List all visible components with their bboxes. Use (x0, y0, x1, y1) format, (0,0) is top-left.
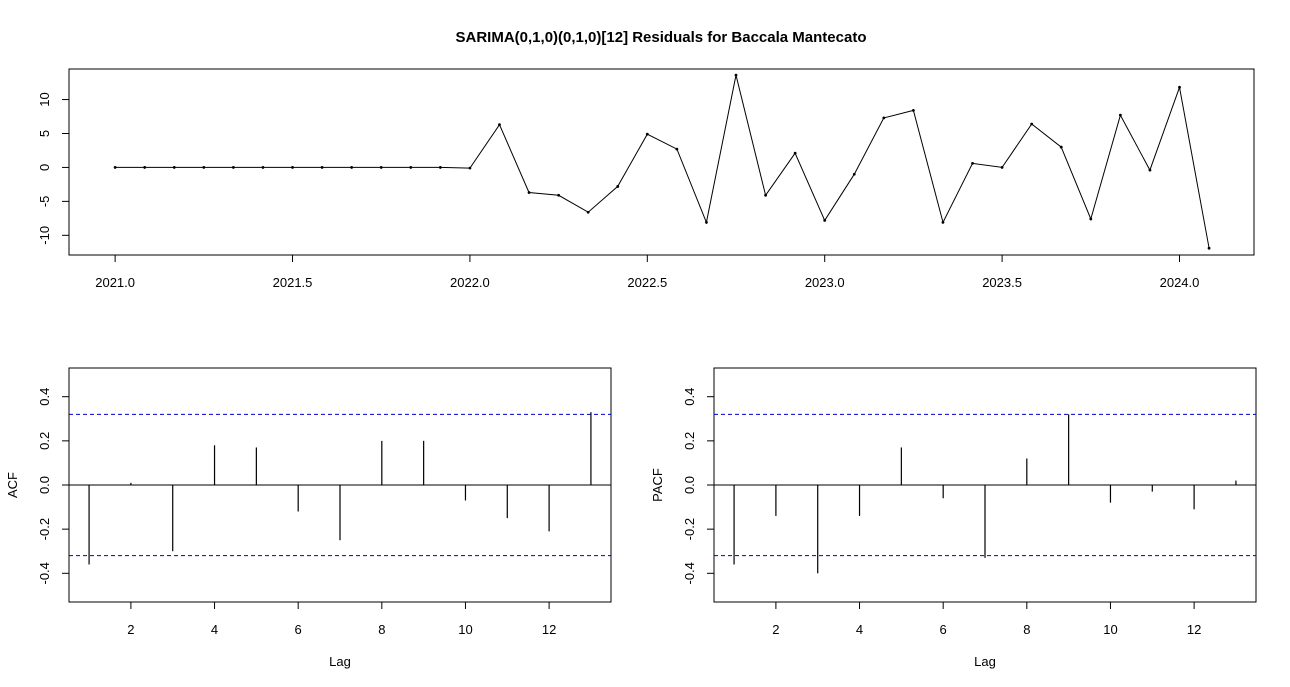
residuals-data-point (350, 166, 354, 169)
residuals-plot-frame (68, 68, 1255, 256)
residuals-data-point (823, 218, 827, 222)
residuals-x-tick-label: 2022.0 (450, 275, 490, 290)
residuals-data-point (1030, 122, 1034, 126)
pacf-y-tick-label: 0.0 (682, 476, 697, 494)
acf-y-tick-label: -0.2 (37, 518, 52, 540)
acf-x-axis-label: Lag (329, 654, 351, 669)
residuals-data-point (971, 161, 974, 165)
residuals-data-point (1118, 113, 1122, 117)
residuals-data-point (1089, 217, 1093, 221)
acf-y-tick-label: 0.4 (37, 388, 52, 406)
acf-y-axis-label: ACF (5, 472, 20, 498)
pacf-x-tick-label: 12 (1187, 622, 1201, 637)
residuals-x-tick-label: 2023.0 (805, 275, 845, 290)
residuals-data-point (438, 166, 442, 169)
residuals-data-point (852, 172, 856, 176)
residuals-data-point (231, 166, 235, 169)
acf-x-tick-label: 12 (542, 622, 556, 637)
residuals-data-point (616, 185, 620, 188)
acf-x-tick-label: 6 (295, 622, 302, 637)
residuals-data-point (468, 166, 472, 170)
pacf-x-tick-label: 10 (1103, 622, 1117, 637)
residuals-data-point (1000, 166, 1004, 169)
residuals-data-point (1207, 246, 1211, 250)
residuals-data-point (172, 166, 176, 169)
residuals-data-point (882, 116, 886, 120)
residuals-data-point (1148, 168, 1152, 172)
residuals-x-tick-label: 2022.5 (627, 275, 667, 290)
pacf-x-tick-label: 4 (856, 622, 863, 637)
residuals-data-point (941, 221, 945, 224)
acf-y-tick-label: 0.2 (37, 432, 52, 450)
residuals-x-tick-label: 2023.5 (982, 275, 1022, 290)
pacf-y-tick-label: -0.2 (682, 518, 697, 540)
pacf-y-tick-label: 0.4 (682, 388, 697, 406)
residuals-data-point (202, 166, 206, 169)
residuals-data-point (498, 123, 501, 127)
acf-y-tick-label: 0.0 (37, 476, 52, 494)
residuals-data-point (586, 210, 590, 214)
pacf-x-tick-label: 8 (1023, 622, 1030, 637)
residuals-data-point (320, 166, 324, 169)
residuals-data-point (912, 109, 915, 112)
residuals-y-tick-label: -10 (37, 226, 52, 245)
residuals-y-tick-label: 0 (37, 164, 52, 171)
pacf-y-tick-label: -0.4 (682, 562, 697, 584)
residuals-data-point (675, 147, 679, 151)
residuals-x-tick-label: 2024.0 (1160, 275, 1200, 290)
residuals-data-point (1178, 85, 1181, 89)
pacf-x-axis-label: Lag (974, 654, 996, 669)
residuals-data-point (379, 166, 383, 169)
residuals-x-tick-label: 2021.5 (273, 275, 313, 290)
pacf-y-axis-label: PACF (650, 468, 665, 502)
residuals-data-point (764, 193, 767, 197)
residuals-data-point (1059, 145, 1063, 149)
residuals-data-point (793, 151, 797, 155)
residuals-data-point (557, 193, 561, 197)
acf-y-tick-label: -0.4 (37, 562, 52, 584)
chart-title: SARIMA(0,1,0)(0,1,0)[12] Residuals for B… (456, 29, 867, 46)
pacf-x-tick-label: 2 (772, 622, 779, 637)
residuals-data-point (409, 166, 413, 169)
acf-x-tick-label: 10 (458, 622, 472, 637)
acf-x-tick-label: 8 (378, 622, 385, 637)
residuals-y-tick-label: 10 (37, 92, 52, 106)
acf-x-tick-label: 2 (127, 622, 134, 637)
residuals-data-point (527, 191, 531, 194)
pacf-x-tick-label: 6 (940, 622, 947, 637)
residuals-data-point (734, 73, 738, 77)
residuals-data-point (645, 132, 649, 136)
residuals-data-point (291, 166, 294, 169)
residuals-time-series-panel: 2021.0 2021.5 2022.0 2022.5 2023.0 2023.5 2024… (37, 68, 1255, 290)
residuals-series-line (115, 74, 1210, 249)
pacf-panel: 2 4 6 8 10 12 -0.4 -0.2 0.0 0.2 0.4 Lag PACF (650, 367, 1257, 669)
pacf-y-tick-label: 0.2 (682, 432, 697, 450)
residuals-y-tick-label: 5 (37, 130, 52, 137)
acf-x-tick-label: 4 (211, 622, 218, 637)
residuals-data-point (143, 166, 147, 169)
acf-panel: 2 4 6 8 10 12 -0.4 -0.2 0.0 0.2 0.4 Lag ACF (5, 367, 612, 669)
residuals-x-tick-label: 2021.0 (95, 275, 135, 290)
residuals-data-point (113, 166, 117, 169)
residuals-y-tick-label: -5 (37, 196, 52, 208)
residuals-data-point (261, 166, 265, 169)
residuals-data-point (705, 221, 708, 224)
